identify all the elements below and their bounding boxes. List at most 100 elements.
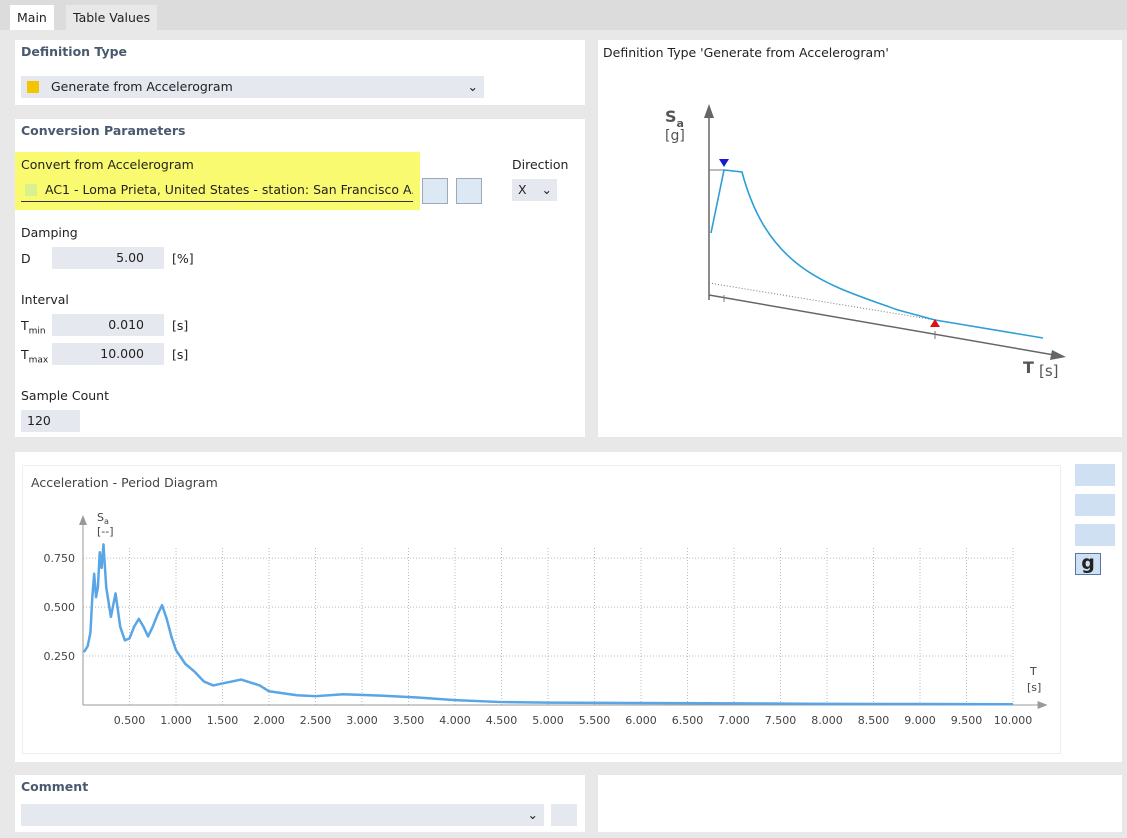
arrow	[704, 104, 714, 118]
x-tick-label: 9.500	[951, 714, 983, 727]
tab[interactable]: Main	[10, 5, 54, 30]
x-tick-label: 0.500	[114, 714, 146, 727]
y-tick-label: 0.750	[44, 552, 76, 565]
symbol-sub: min	[28, 326, 46, 337]
units-button[interactable]: g	[1075, 553, 1101, 575]
label: Direction	[512, 157, 569, 172]
toolbar-button[interactable]	[1075, 464, 1115, 486]
chart-panel: g	[15, 452, 1122, 762]
section-title: Conversion Parameters	[21, 123, 186, 138]
symbol-sub: max	[28, 355, 49, 366]
x-tick-label: 3.500	[393, 714, 425, 727]
spinner[interactable]: 0.010	[52, 314, 164, 336]
comment-panel: Comment ⌄	[15, 775, 585, 832]
label: Convert from Accelerogram	[21, 157, 194, 172]
preview-title: Definition Type 'Generate from Accelerog…	[603, 45, 889, 60]
x-tick-label: 9.000	[904, 714, 936, 727]
x-axis-unit: [s]	[1027, 681, 1041, 694]
chevron: ⌄	[541, 182, 552, 197]
x-tick-label: 5.500	[579, 714, 611, 727]
conversion-panel: Conversion Parameters Convert from Accel…	[15, 119, 585, 437]
x-tick-label: 1.000	[160, 714, 192, 727]
y-tick-label: 0.500	[44, 601, 76, 614]
symbol: D	[21, 251, 31, 266]
axis-label-main: S	[97, 511, 104, 524]
axis-label-sub: a	[677, 117, 684, 130]
new-button[interactable]	[422, 178, 448, 204]
x-tick-label: 7.000	[718, 714, 750, 727]
edit-button[interactable]	[456, 178, 482, 204]
x-tick-label: 10.000	[994, 714, 1033, 727]
axis-label-sub: a	[104, 517, 109, 526]
comment-button[interactable]	[551, 804, 577, 826]
toolbar-button[interactable]	[1075, 524, 1115, 546]
chart-frame	[22, 465, 1061, 754]
spectrum-curve	[710, 169, 1044, 339]
label: Damping	[21, 225, 78, 240]
preview-diagram: Sa [g] T [s]	[665, 104, 1066, 380]
color-swatch	[25, 184, 37, 196]
y-axis-label: Sa	[97, 511, 109, 526]
arrow	[1050, 350, 1066, 360]
marker	[719, 159, 729, 167]
y-axis-unit: [--]	[97, 525, 114, 538]
x-tick-label: 2.000	[253, 714, 285, 727]
chart-title: Acceleration - Period Diagram	[31, 475, 218, 490]
dropdown[interactable]: Generate from Accelerogram ⌄	[21, 76, 484, 98]
dropdown-value: Generate from Accelerogram	[51, 79, 233, 94]
symbol: Tmin	[21, 318, 46, 337]
data-line	[82, 543, 1014, 706]
section-title: Comment	[21, 779, 89, 794]
unit: [s]	[172, 318, 189, 333]
symbol-main: T	[21, 318, 29, 333]
x-axis-label: T	[1029, 665, 1037, 678]
dropdown[interactable]: X ⌄	[512, 179, 557, 201]
spinner[interactable]: 10.000	[52, 343, 164, 365]
x-tick-label: 8.500	[858, 714, 890, 727]
comment-dropdown[interactable]: ⌄	[21, 804, 544, 826]
x-tick-label: 6.000	[625, 714, 657, 727]
label: Interval	[21, 292, 69, 307]
axis-unit: [s]	[1039, 362, 1059, 380]
x-tick-label: 4.500	[486, 714, 518, 727]
highlight	[15, 152, 420, 210]
color-swatch	[27, 81, 39, 93]
label: Sample Count	[21, 388, 109, 403]
tab-bar	[0, 0, 1127, 30]
axis-label-main: S	[665, 107, 677, 126]
marker	[930, 319, 940, 327]
x-tick-label: 8.000	[811, 714, 843, 727]
x-tick-label: 6.500	[672, 714, 704, 727]
dropdown[interactable]: AC1 - Loma Prieta, United States - stati…	[21, 178, 413, 202]
axis-unit: [g]	[665, 128, 685, 144]
preview-panel: Definition Type 'Generate from Accelerog…	[598, 40, 1122, 437]
dropdown-value: X	[518, 182, 527, 197]
axis	[708, 294, 1061, 357]
chevron: ⌄	[527, 807, 538, 822]
chart: Acceleration - Period Diagram Sa [--] T …	[31, 475, 1048, 727]
x-tick-label: 3.000	[346, 714, 378, 727]
x-tick-label: 5.000	[532, 714, 564, 727]
symbol-main: T	[21, 347, 29, 362]
x-tick-label: 2.500	[300, 714, 332, 727]
axis-label: Sa	[665, 107, 684, 130]
definition-panel: Definition Type Generate from Accelerogr…	[15, 40, 585, 105]
toolbar-button[interactable]	[1075, 494, 1115, 516]
unit: [s]	[172, 347, 189, 362]
axis-label: T	[1023, 358, 1034, 377]
y-tick-label: 0.250	[44, 650, 76, 663]
x-tick-label: 1.500	[207, 714, 239, 727]
x-tick-label: 4.000	[439, 714, 471, 727]
spinner[interactable]: 5.00	[52, 247, 164, 269]
tab[interactable]: Table Values	[66, 5, 158, 30]
dropdown-value: AC1 - Loma Prieta, United States - stati…	[45, 182, 413, 197]
unit: [%]	[172, 251, 194, 266]
spinner[interactable]: 120	[21, 410, 80, 432]
guide	[708, 282, 936, 321]
arrow	[79, 515, 87, 525]
x-tick-label: 7.500	[765, 714, 797, 727]
section-title: Definition Type	[21, 44, 128, 59]
chevron: ⌄	[467, 79, 478, 94]
blank-panel	[598, 775, 1122, 832]
